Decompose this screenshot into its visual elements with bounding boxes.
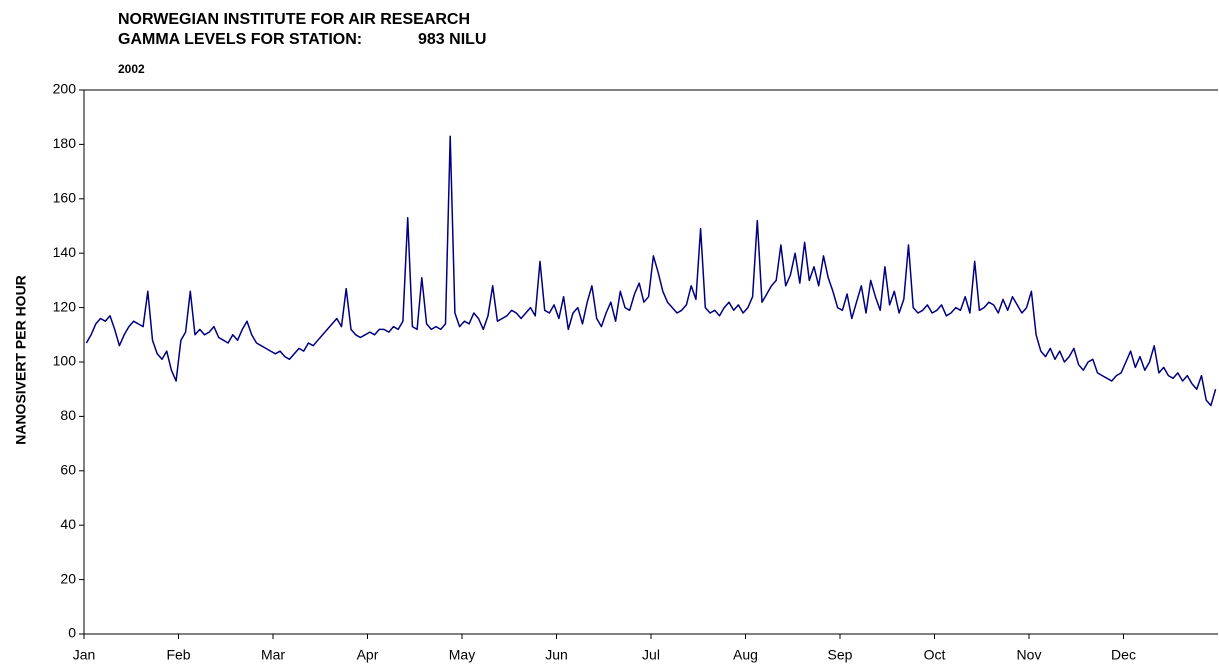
x-tick-label: Nov <box>1017 647 1042 663</box>
x-tick-label: Aug <box>733 647 758 663</box>
data-line <box>85 135 1217 407</box>
x-tick-label: Oct <box>924 647 946 663</box>
year-label: 2002 <box>118 62 145 76</box>
y-tick-label: 100 <box>53 353 77 369</box>
station-name: 983 NILU <box>418 31 486 48</box>
y-tick-label: 120 <box>53 298 77 314</box>
chart-title: NORWEGIAN INSTITUTE FOR AIR RESEARCH <box>118 11 470 28</box>
x-tick-label: Dec <box>1111 647 1136 663</box>
x-tick-label: Jan <box>73 647 96 663</box>
x-tick-label: Jun <box>545 647 568 663</box>
x-tick-label: May <box>449 647 475 663</box>
y-tick-label: 80 <box>60 407 76 423</box>
y-tick-label: 20 <box>60 570 76 586</box>
chart-subtitle: GAMMA LEVELS FOR STATION: <box>118 31 362 48</box>
x-tick-label: Sep <box>828 647 853 663</box>
x-tick-label: Feb <box>166 647 190 663</box>
y-tick-label: 40 <box>60 516 76 532</box>
x-tick-label: Jul <box>642 647 660 663</box>
y-tick-label: 60 <box>60 462 76 478</box>
y-tick-label: 0 <box>68 625 76 641</box>
x-tick-label: Apr <box>357 647 379 663</box>
y-tick-label: 200 <box>53 81 77 97</box>
y-tick-label: 180 <box>53 135 77 151</box>
y-tick-label: 160 <box>53 190 77 206</box>
y-tick-label: 140 <box>53 244 77 260</box>
x-tick-label: Mar <box>261 647 285 663</box>
y-axis-label: NANOSIVERT PER HOUR <box>13 275 29 445</box>
